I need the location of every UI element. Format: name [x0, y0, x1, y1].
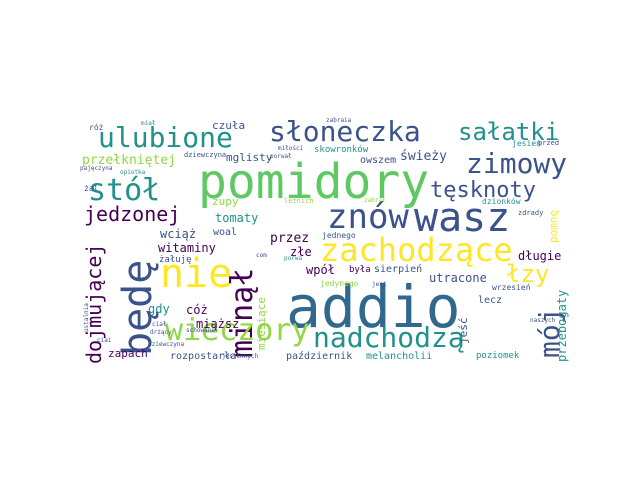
word-utracone: utracone: [429, 271, 487, 285]
word-ulubione: ulubione: [98, 121, 233, 154]
word-jesc: jeść: [457, 317, 470, 345]
word-pomnie: pomnę: [547, 209, 560, 243]
word-woal: woal: [213, 227, 238, 238]
word-jednego: jednego: [322, 231, 356, 240]
word-ciai: ciai: [97, 337, 112, 344]
word-lecz: lecz: [478, 295, 503, 306]
word-dziewczyna2: dziewczyna: [148, 341, 185, 348]
word-zimowy: zimowy: [466, 147, 568, 180]
word-ciai2: ciał: [152, 321, 167, 328]
word-dlugie: długie: [518, 249, 562, 263]
word-mglisty: mglisty: [226, 151, 273, 164]
word-zachodzace: zachodzące: [320, 231, 513, 269]
word-skowronkow: skowronków: [314, 145, 369, 155]
word-opiotka: opiotka: [120, 169, 146, 176]
word-przez: przez: [270, 231, 310, 246]
word-miesiace: miesiące: [255, 297, 268, 350]
word-jest: jest: [372, 281, 387, 288]
word-rozpostarla: rozpostarła: [170, 351, 237, 362]
word-byla: była: [349, 265, 371, 275]
word-nadchodza: nadchodzą: [313, 321, 465, 354]
word-pomidory: pomidory: [198, 154, 430, 210]
word-zabral: zabrał: [364, 197, 386, 204]
word-porwa: porwa: [284, 255, 303, 262]
word-przelknietej: przełkniętej: [82, 153, 176, 168]
word-com: com: [256, 252, 267, 259]
word-dzionkow: dzionków: [482, 197, 521, 206]
word-owszem: owszem: [360, 155, 397, 166]
word-znow: znów: [327, 197, 409, 237]
word-letnich: letnich: [284, 197, 314, 205]
word-porwal: porwał: [270, 153, 292, 160]
word-addio: addio: [286, 273, 461, 341]
word-melancholii: melancholii: [366, 351, 433, 362]
word-mial: miał: [141, 120, 156, 127]
word-zdrazy: drżący: [150, 329, 172, 336]
word-salatki: sałatki: [458, 118, 560, 146]
word-jesien: jesień: [512, 139, 541, 148]
word-wrzesien: wrzesień: [492, 283, 531, 292]
word-roz: róż: [89, 123, 104, 132]
word-tomaty: tomaty: [215, 211, 259, 225]
word-stol: stół: [88, 173, 161, 208]
word-zupy: zupy: [212, 195, 239, 208]
word-zabraia: zabraia: [326, 117, 352, 124]
word-zapach: zapach: [108, 347, 148, 360]
word-lzy: łzy: [506, 260, 550, 288]
word-miliosci: miłości: [278, 145, 304, 152]
word-jesiennych: jesiennych: [222, 353, 259, 360]
word-jedynego: jedynego: [320, 279, 359, 288]
word-zdrady: zdrady: [518, 209, 544, 217]
word-tesknoty: tęsknoty: [430, 178, 536, 203]
word-wasz: wasz: [414, 195, 511, 241]
word-zaluje: żałuję: [159, 255, 192, 265]
word-naszych: naszych: [530, 317, 556, 324]
word-poziomek: poziomek: [476, 351, 520, 361]
word-witaminy: witaminy: [158, 241, 216, 255]
word-swiezy: świeży: [400, 149, 447, 164]
word-nie: nie: [160, 251, 233, 297]
word-przebogaty: przebogaty: [555, 289, 569, 362]
word-zal: żal: [84, 184, 99, 193]
word-coz: cóż: [186, 303, 208, 317]
word-zle: złe: [290, 245, 312, 259]
word-wciaz: wciąż: [160, 227, 197, 241]
word-wpol: wpół: [306, 263, 335, 277]
word-pajeczyna: pajęczyna: [80, 165, 113, 172]
word-ustalnia: ustalnia: [83, 303, 90, 332]
word-pazdziernik: październik: [286, 351, 353, 362]
word-gdy: gdy: [148, 302, 170, 316]
word-wieczory: wieczory: [165, 313, 310, 348]
word-sloneczka: słoneczka: [269, 115, 421, 148]
word-czula: czuła: [212, 119, 246, 132]
word-miazsz: miąższ: [196, 317, 240, 331]
word-schowane: schowane: [186, 327, 215, 334]
word-jedzonej: jedzonej: [84, 202, 181, 226]
word-dziewczyna: dziewczyna: [184, 151, 227, 159]
word-sierpien: sierpień: [374, 264, 423, 275]
word-przed: przed: [538, 139, 560, 147]
